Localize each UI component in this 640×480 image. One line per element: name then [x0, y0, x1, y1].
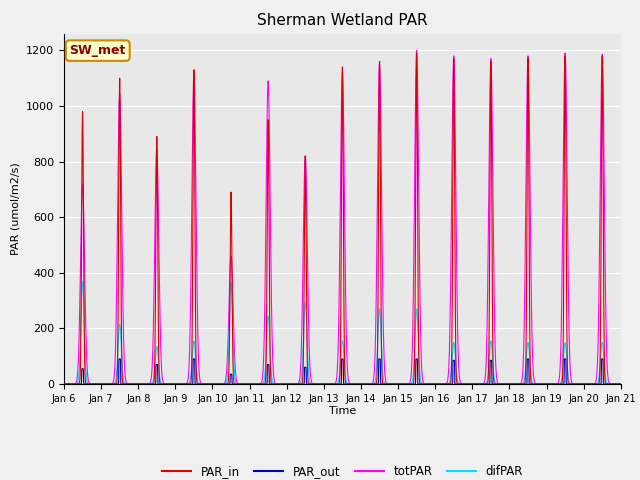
- Legend: PAR_in, PAR_out, totPAR, difPAR: PAR_in, PAR_out, totPAR, difPAR: [157, 461, 528, 480]
- Title: Sherman Wetland PAR: Sherman Wetland PAR: [257, 13, 428, 28]
- Text: SW_met: SW_met: [70, 44, 126, 57]
- Y-axis label: PAR (umol/m2/s): PAR (umol/m2/s): [11, 162, 20, 255]
- X-axis label: Time: Time: [329, 407, 356, 417]
